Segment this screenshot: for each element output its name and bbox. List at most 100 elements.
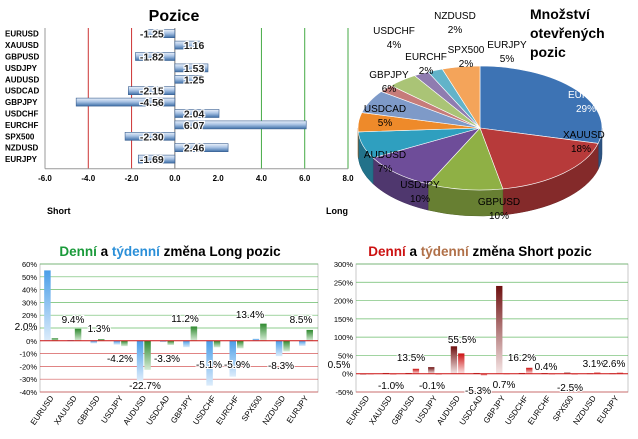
short-change-title: Denní a týdenní změna Short pozic (368, 244, 592, 259)
value-label-nzdusd: 3.1% (583, 359, 606, 370)
pie-label-audusd: AUDUSD (364, 150, 406, 161)
pie-label-gbpjpy: GBPJPY (369, 70, 409, 81)
positions-chart: -6.0 -4.0 -2.0 0.0 2.0 4.0 6.0 8.0 Short Long EURU… (5, 28, 354, 216)
bar-daily-usdjpy (121, 340, 128, 347)
title-part-3: změna Long pozic (160, 244, 281, 259)
pie-value-eurjpy: 5% (500, 54, 515, 65)
x-tick-label-gbpusd: GBPUSD (75, 394, 102, 427)
y-tick-label: 60% (22, 260, 37, 269)
bar-daily-audusd (144, 340, 151, 370)
bar-weekly-audusd (136, 340, 144, 381)
x-tick-label-eurjpy: EURJPY (595, 393, 621, 425)
bar-weekly-eurusd (360, 373, 367, 375)
y-tick-label: -40% (19, 388, 37, 397)
value-label-eurjpy: 2.6% (603, 359, 626, 370)
short-change-chart: 300%250%200%150%100%50%0%-50%EURUSDXAUUS… (327, 260, 629, 427)
bar-daily-nzdusd (283, 340, 290, 352)
bar-xauusd (174, 40, 201, 50)
bar-daily-eurchf (236, 340, 244, 349)
slice-xauusd (479, 127, 599, 190)
value-label-usdcad: -5.3% (465, 386, 491, 397)
bar-weekly-spx500 (252, 338, 260, 341)
value-label-usdcad: -3.3% (154, 354, 180, 365)
x-tick-label: 4.0 (256, 174, 268, 183)
bar-daily-nzdusd (594, 372, 601, 374)
bar-gbpjpy (75, 97, 176, 107)
pie-label-usdjpy: USDJPY (400, 180, 440, 191)
bar-weekly-eurchf (229, 340, 236, 377)
bar-weekly-usdjpy (113, 340, 121, 345)
bar-daily-usdchf (213, 340, 221, 348)
y-tick-label: 50% (22, 273, 37, 282)
plot-area (355, 263, 629, 393)
value-label-gbpjpy: 0.7% (493, 380, 516, 391)
bar-weekly-usdcad (160, 340, 167, 343)
pie-label-gbpusd: GBPUSD (478, 197, 520, 208)
value-label-spx500: -2.30 (140, 131, 164, 143)
value-label-eurchf: 0.4% (535, 362, 558, 373)
value-label-xauusd: 1.16 (184, 40, 205, 52)
bar-eurusd (147, 29, 176, 39)
y-tick-label: 30% (22, 298, 37, 307)
value-label-usdchf: 16.2% (508, 353, 536, 364)
bar-audusd (174, 75, 203, 84)
bar-daily-gbpjpy (190, 326, 198, 341)
x-tick-label: 8.0 (342, 174, 354, 183)
value-label-audusd: 1.25 (184, 74, 205, 86)
value-label-xauusd: -1.0% (378, 381, 404, 392)
bar-daily-eurusd (51, 338, 59, 341)
value-label-eurusd: -1.25 (140, 29, 164, 41)
bar-usdchf (174, 109, 220, 118)
bar-usdcad (128, 86, 176, 95)
category-label-eurjpy: EURJPY (5, 155, 38, 164)
value-label-gbpusd: -1.82 (140, 52, 164, 64)
pie-label-xauusd: XAUUSD (563, 130, 605, 141)
x-tick-label-usdcad: USDCAD (145, 394, 172, 427)
x-tick-label-nzdusd: NZDUSD (261, 394, 288, 427)
open-positions-title-line-2: otevřených (530, 25, 605, 41)
long-change-title: Denní a týdenní změna Long pozic (59, 244, 281, 259)
pie-value-usdjpy: 10% (410, 194, 430, 205)
slice-eurjpy (441, 65, 481, 130)
category-label-eurchf: EURCHF (5, 121, 38, 130)
value-label-xauusd: 9.4% (62, 315, 85, 326)
y-tick-label: 20% (22, 311, 37, 320)
pie-label-nzdusd: NZDUSD (434, 11, 476, 22)
bar-daily-xauusd (74, 328, 82, 341)
open-positions-title: Množství otevřených pozic (530, 6, 605, 60)
category-label-xauusd: XAUUSD (5, 41, 39, 50)
value-label-eurchf: 6.07 (184, 120, 205, 132)
x-tick-label-spx500: SPX500 (240, 394, 265, 424)
pie-value-eurchf: 2% (419, 66, 434, 77)
bar-weekly-nzdusd (275, 340, 283, 357)
bar-weekly-gbpjpy (496, 285, 503, 374)
bar-weekly-usdchf (206, 340, 213, 386)
y-tick-label: 150% (334, 315, 354, 324)
y-tick-label: -30% (19, 375, 37, 384)
bar-weekly-gbpjpy (183, 340, 190, 348)
pie-label-eurusd: EURUSD (568, 90, 610, 101)
x-tick-label-usdcad: USDCAD (458, 394, 485, 427)
pie-value-xauusd: 18% (571, 144, 591, 155)
x-tick-label-eurchf: EURCHF (526, 394, 553, 427)
title-part-0: Denní (59, 244, 98, 259)
y-tick-label: -10% (19, 350, 37, 359)
bar-weekly-eurjpy (299, 340, 306, 346)
value-label-spx500: -2.5% (557, 383, 583, 394)
value-label-audusd: -22.7% (129, 381, 161, 392)
bar-usdjpy (174, 63, 209, 73)
pie-value-usdcad: 5% (378, 118, 393, 129)
x-tick-label-gbpusd: GBPUSD (390, 394, 417, 427)
value-label-usdjpy: 1.53 (184, 63, 205, 75)
value-label-eurjpy: 8.5% (290, 315, 313, 326)
value-label-nzdusd: 2.46 (184, 143, 205, 155)
bar-daily-gbpusd (97, 339, 105, 341)
category-label-eurusd: EURUSD (5, 30, 39, 39)
bar-eurjpy (137, 154, 176, 164)
bar-weekly-eurusd (44, 270, 51, 341)
value-label-usdchf: -5.1% (196, 360, 222, 371)
category-label-nzdusd: NZDUSD (5, 144, 39, 153)
positions-title: Pozice (149, 8, 200, 25)
value-label-nzdusd: -8.3% (268, 361, 294, 372)
value-label-eurchf: -5.9% (224, 360, 250, 371)
